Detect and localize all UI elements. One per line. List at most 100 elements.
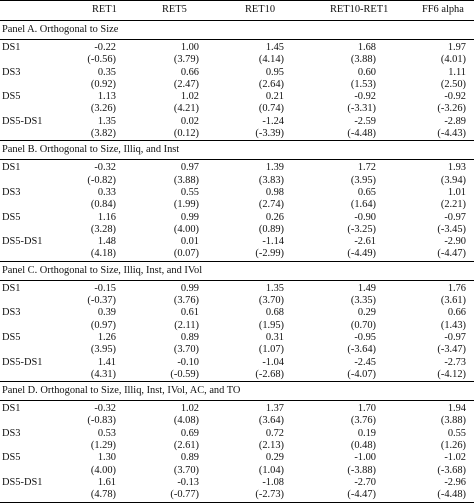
row-label-empty: [0, 295, 74, 307]
t-stat-cell: (1.99): [173, 199, 199, 211]
t-stat-cell: (2.21): [440, 199, 466, 211]
panel-title: Panel A. Orthogonal to Size: [0, 20, 474, 40]
t-stat-cell: (4.08): [173, 415, 199, 427]
row-label: DS1: [2, 282, 21, 294]
table-row-tstat: (4.78) (-0.77) (-2.73) (-4.47) (-4.48): [0, 489, 474, 503]
coefficient-cell: 0.97: [180, 162, 199, 174]
row-label-empty: [0, 489, 74, 503]
t-stat-cell: (3.70): [173, 344, 199, 356]
coefficient-cell: -2.61: [354, 236, 376, 248]
row-label: DS5-DS1: [2, 356, 43, 368]
coefficient-cell: 0.53: [97, 427, 116, 439]
t-stat-cell: (4.18): [90, 248, 116, 260]
row-label: DS1: [2, 162, 21, 174]
t-stat-cell: (1.26): [440, 440, 466, 452]
t-stat-cell: (-0.37): [87, 295, 116, 307]
t-stat-cell: (-3.26): [437, 103, 466, 115]
coefficient-cell: 0.98: [265, 186, 284, 198]
coefficient-cell: 0.21: [265, 91, 284, 103]
table-row-tstat: (-0.83) (4.08) (3.64) (3.76) (3.88): [0, 415, 474, 427]
coefficient-cell: 1.39: [265, 162, 284, 174]
table-row-tstat: (4.18) (0.07) (-2.99) (-4.49) (-4.47): [0, 248, 474, 261]
t-stat-cell: (-4.48): [347, 128, 376, 140]
row-label: DS1: [2, 42, 21, 53]
coefficient-cell: 1.97: [447, 42, 466, 53]
coefficient-cell: -1.24: [262, 115, 284, 127]
t-stat-cell: (1.29): [90, 440, 116, 452]
t-stat-cell: (-4.47): [437, 248, 466, 260]
panel-title-row: Panel C. Orthogonal to Size, Illiq, Inst…: [0, 260, 474, 281]
t-stat-cell: (-2.68): [255, 368, 284, 380]
coefficient-cell: -0.90: [354, 211, 376, 223]
row-label-empty: [0, 128, 74, 141]
coefficient-cell: 1.35: [265, 282, 284, 294]
row-label-empty: [0, 199, 74, 211]
table-row-tstat: (3.82) (0.12) (-3.39) (-4.48) (-4.43): [0, 128, 474, 141]
t-stat-cell: (0.97): [90, 319, 116, 331]
t-stat-cell: (0.70): [350, 319, 376, 331]
t-stat-cell: (0.48): [350, 440, 376, 452]
table-row: DS1 -0.22 1.00 1.45 1.68 1.97: [0, 42, 474, 54]
panel-title-row: Panel B. Orthogonal to Size, Illiq, and …: [0, 140, 474, 161]
table-row: DS1 -0.32 1.02 1.37 1.70 1.94: [0, 403, 474, 415]
t-stat-cell: (4.14): [258, 54, 284, 66]
t-stat-cell: (2.50): [440, 78, 466, 90]
table-header: RET1 RET5 RET10 RET10-RET1 FF6 alpha: [0, 0, 474, 21]
row-label: DS3: [2, 307, 21, 319]
t-stat-cell: (-0.83): [87, 415, 116, 427]
t-stat-cell: (2.64): [258, 78, 284, 90]
coefficient-cell: 1.02: [180, 403, 199, 415]
table-row: DS5 1.26 0.89 0.31 -0.95 -0.97: [0, 332, 474, 344]
coefficient-cell: -0.92: [354, 91, 376, 103]
coefficient-cell: 0.60: [357, 66, 376, 78]
coefficient-cell: 0.66: [447, 307, 466, 319]
coefficient-cell: -0.13: [177, 476, 199, 488]
coefficient-cell: -0.32: [94, 403, 116, 415]
coefficient-cell: -1.04: [262, 356, 284, 368]
panel-title: Panel D. Orthogonal to Size, Illiq, Inst…: [0, 381, 474, 402]
coefficient-cell: 0.35: [97, 66, 116, 78]
table-row: DS3 0.35 0.66 0.95 0.60 1.11: [0, 67, 474, 79]
t-stat-cell: (4.01): [440, 54, 466, 66]
t-stat-cell: (3.95): [350, 174, 376, 186]
coefficient-cell: 1.00: [180, 42, 199, 53]
coefficient-cell: 0.66: [180, 66, 199, 78]
t-stat-cell: (3.76): [350, 415, 376, 427]
table-row-tstat: (4.31) (-0.59) (-2.68) (-4.07) (-4.12): [0, 369, 474, 382]
t-stat-cell: (3.94): [440, 174, 466, 186]
table-row: DS3 0.53 0.69 0.72 0.19 0.55: [0, 428, 474, 440]
coefficient-cell: 1.76: [447, 282, 466, 294]
table-row-tstat: (3.28) (4.00) (0.89) (-3.25) (-3.45): [0, 224, 474, 236]
t-stat-cell: (-3.31): [347, 103, 376, 115]
t-stat-cell: (3.28): [90, 223, 116, 235]
t-stat-cell: (0.92): [90, 78, 116, 90]
row-label-empty: [0, 465, 74, 477]
header-cell-ret10: RET10: [245, 4, 276, 16]
coefficient-cell: -1.14: [262, 236, 284, 248]
coefficient-cell: 1.68: [357, 42, 376, 53]
coefficient-cell: 0.26: [265, 211, 284, 223]
row-label-empty: [0, 224, 74, 236]
t-stat-cell: (4.21): [173, 103, 199, 115]
row-label: DS5: [2, 331, 21, 343]
t-stat-cell: (3.88): [440, 415, 466, 427]
t-stat-cell: (1.07): [258, 344, 284, 356]
t-stat-cell: (-3.39): [255, 128, 284, 140]
coefficient-cell: 1.37: [265, 403, 284, 415]
row-label-empty: [0, 248, 74, 261]
t-stat-cell: (3.61): [440, 295, 466, 307]
coefficient-cell: 1.93: [447, 162, 466, 174]
table-row-tstat: (0.97) (2.11) (1.95) (0.70) (1.43): [0, 320, 474, 332]
t-stat-cell: (2.74): [258, 199, 284, 211]
coefficient-cell: -0.97: [444, 331, 466, 343]
coefficient-cell: -2.90: [444, 236, 466, 248]
coefficient-cell: -2.59: [354, 115, 376, 127]
row-label: DS5-DS1: [2, 115, 43, 127]
t-stat-cell: (4.78): [74, 489, 144, 503]
coefficient-cell: 0.72: [265, 427, 284, 439]
header-cell-ret1: RET1: [92, 4, 117, 16]
coefficient-cell: 0.01: [180, 236, 199, 248]
t-stat-cell: (-0.82): [87, 174, 116, 186]
row-label: DS5: [2, 211, 21, 223]
t-stat-cell: (1.95): [258, 319, 284, 331]
